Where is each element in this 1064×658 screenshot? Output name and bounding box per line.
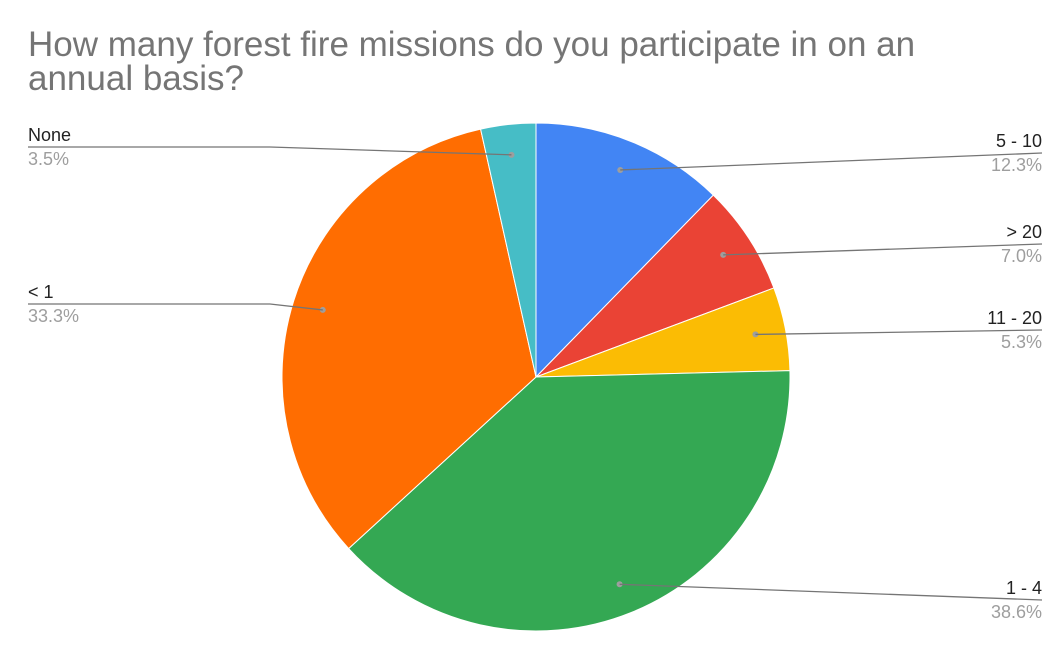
slice-label-over-20: > 20	[1006, 222, 1042, 242]
pie-slice-5-10[interactable]	[535, 122, 715, 379]
slice-percent-11-20: 5.3%	[1001, 332, 1042, 352]
slice-percent-1-4: 38.6%	[991, 602, 1042, 622]
slice-label-5-10: 5 - 10	[996, 131, 1042, 151]
slice-percent-over-20: 7.0%	[1001, 246, 1042, 266]
pie-slice-under-1[interactable]	[281, 128, 537, 550]
pie-slice-none[interactable]	[479, 122, 537, 378]
leader-line-over-20	[723, 243, 1043, 256]
slice-label-under-1: < 1	[28, 282, 54, 302]
slices-layer	[281, 122, 791, 632]
pie-slice-1-4[interactable]	[347, 370, 791, 632]
labels-layer: 5 - 10 12.3% > 20 7.0% 11 - 20 5.3% 1 - 4 38.6%…	[28, 125, 1042, 622]
leader-line-none	[28, 146, 512, 156]
slice-label-11-20: 11 - 20	[987, 308, 1042, 328]
slice-label-none: None	[28, 125, 71, 145]
leader-line-11-20	[755, 329, 1043, 336]
leader-line-5-10	[620, 152, 1043, 171]
slice-label-1-4: 1 - 4	[1006, 578, 1042, 598]
leader-lines-layer	[28, 146, 1043, 601]
chart-title: How many forest fire missions do you par…	[28, 25, 916, 98]
leader-line-1-4	[619, 583, 1043, 601]
slice-percent-none: 3.5%	[28, 149, 69, 169]
slice-percent-under-1: 33.3%	[28, 306, 79, 326]
leader-line-under-1	[28, 303, 323, 311]
slice-percent-5-10: 12.3%	[991, 155, 1042, 175]
pie-slice-over-20[interactable]	[535, 194, 775, 378]
